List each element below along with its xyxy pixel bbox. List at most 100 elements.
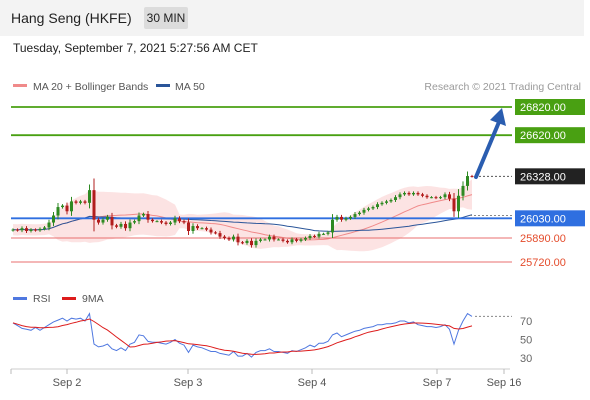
candle-body: [344, 218, 348, 220]
candle-body: [286, 240, 289, 243]
candle-body: [313, 235, 316, 237]
candle-body: [277, 239, 280, 241]
rsi-legend-label: RSI: [33, 293, 51, 305]
candle-body: [124, 223, 127, 229]
candle-body: [331, 219, 334, 233]
support-label: 25890.00: [520, 233, 566, 245]
research-credit: Research © 2021 Trading Central: [424, 81, 581, 93]
candle-body: [83, 201, 87, 203]
x-axis: Sep 2 Sep 3 Sep 4 Sep 7 Sep 16: [10, 369, 522, 389]
resistance-label: 26620.00: [520, 130, 566, 142]
candle-body: [173, 218, 177, 223]
candle-body: [56, 207, 60, 216]
candle-body: [241, 242, 244, 244]
pivot-box: [515, 210, 585, 227]
candle-body: [452, 198, 456, 212]
candle-body: [371, 207, 375, 209]
candle-body: [110, 216, 114, 226]
ma50-legend-swatch: [156, 84, 170, 87]
candle-body: [272, 236, 276, 240]
candle-body: [146, 214, 150, 220]
candle-body: [205, 228, 208, 230]
candle-body: [259, 239, 262, 241]
candle-body: [20, 228, 24, 231]
candle-body: [160, 221, 163, 223]
candle-body: [209, 229, 213, 233]
candle-body: [182, 221, 186, 223]
candle-body: [434, 197, 438, 199]
candle-body: [281, 239, 285, 241]
candle-body: [254, 240, 258, 246]
candle-body: [169, 222, 172, 224]
candle-body: [340, 216, 343, 220]
candle-body: [268, 236, 271, 240]
candle-body: [358, 212, 361, 215]
last-price-label: 26328.00: [520, 171, 566, 183]
candle-body: [227, 238, 231, 240]
x-tick-label: Sep 16: [487, 377, 522, 389]
x-tick-label: Sep 2: [53, 377, 82, 389]
candle-body: [376, 204, 379, 208]
timeframe-button[interactable]: 30 MIN: [144, 7, 188, 29]
rsi-tick-70: 70: [520, 316, 532, 328]
candle-body: [412, 192, 415, 195]
candle-body: [326, 232, 330, 234]
pivot-label: 26030.00: [520, 213, 566, 225]
price-chart: 26820.00 26620.00 26328.00 26030.00 25890.00…: [11, 99, 585, 269]
rsi-chart: 70 50 30: [12, 312, 532, 365]
candle-body: [407, 192, 411, 195]
ma9-legend-swatch: [62, 297, 76, 300]
candle-body: [101, 219, 105, 223]
candle-body: [416, 192, 420, 195]
resistance-box: [515, 99, 585, 115]
rsi-legend-swatch: [13, 297, 27, 300]
candle-body: [389, 200, 393, 202]
candle-body: [115, 225, 118, 227]
ma20-legend-label: MA 20 + Bollinger Bands: [33, 81, 148, 93]
candle-body: [142, 214, 145, 216]
candle-body: [25, 228, 28, 231]
timestamp: Tuesday, September 7, 2021 5:27:56 AM CE…: [13, 41, 258, 55]
candle-body: [304, 238, 307, 240]
candle-body: [398, 194, 402, 198]
candle-body: [11, 229, 15, 231]
candle-body: [362, 209, 366, 213]
support-label: 25720.00: [520, 257, 566, 269]
candle-body: [443, 194, 447, 198]
candle-body: [97, 219, 100, 223]
candle-body: [448, 194, 451, 199]
candle-body: [187, 222, 190, 231]
candle-body: [155, 221, 159, 223]
resistance-label: 26820.00: [520, 102, 566, 114]
candle-body: [43, 227, 46, 229]
candle-body: [394, 197, 397, 200]
candle-body: [218, 233, 222, 237]
ma50-legend-label: MA 50: [175, 81, 205, 93]
last-price-box: [515, 168, 585, 185]
candle-body: [349, 216, 352, 219]
candle-body: [191, 226, 195, 231]
candle-body: [322, 233, 325, 235]
candle-body: [299, 239, 303, 241]
candle-body: [470, 176, 474, 178]
candle-body: [214, 232, 217, 234]
candle-body: [106, 216, 109, 220]
rsi-line: [12, 312, 473, 358]
candle-body: [223, 236, 226, 239]
candle-body: [380, 202, 384, 205]
candle-body: [29, 229, 33, 231]
candle-body: [52, 215, 55, 223]
instrument-title: Hang Seng (HKFE): [11, 10, 132, 26]
candle-body: [164, 222, 168, 224]
candle-body: [61, 205, 64, 208]
candle-body: [88, 190, 91, 203]
candle-body: [308, 235, 312, 239]
candle-body: [250, 240, 253, 246]
candle-body: [65, 205, 69, 212]
resistance-box: [515, 127, 585, 144]
rsi-ma-line: [12, 318, 473, 355]
candle-body: [245, 240, 249, 243]
candle-body: [47, 222, 51, 228]
candle-body: [178, 218, 181, 222]
